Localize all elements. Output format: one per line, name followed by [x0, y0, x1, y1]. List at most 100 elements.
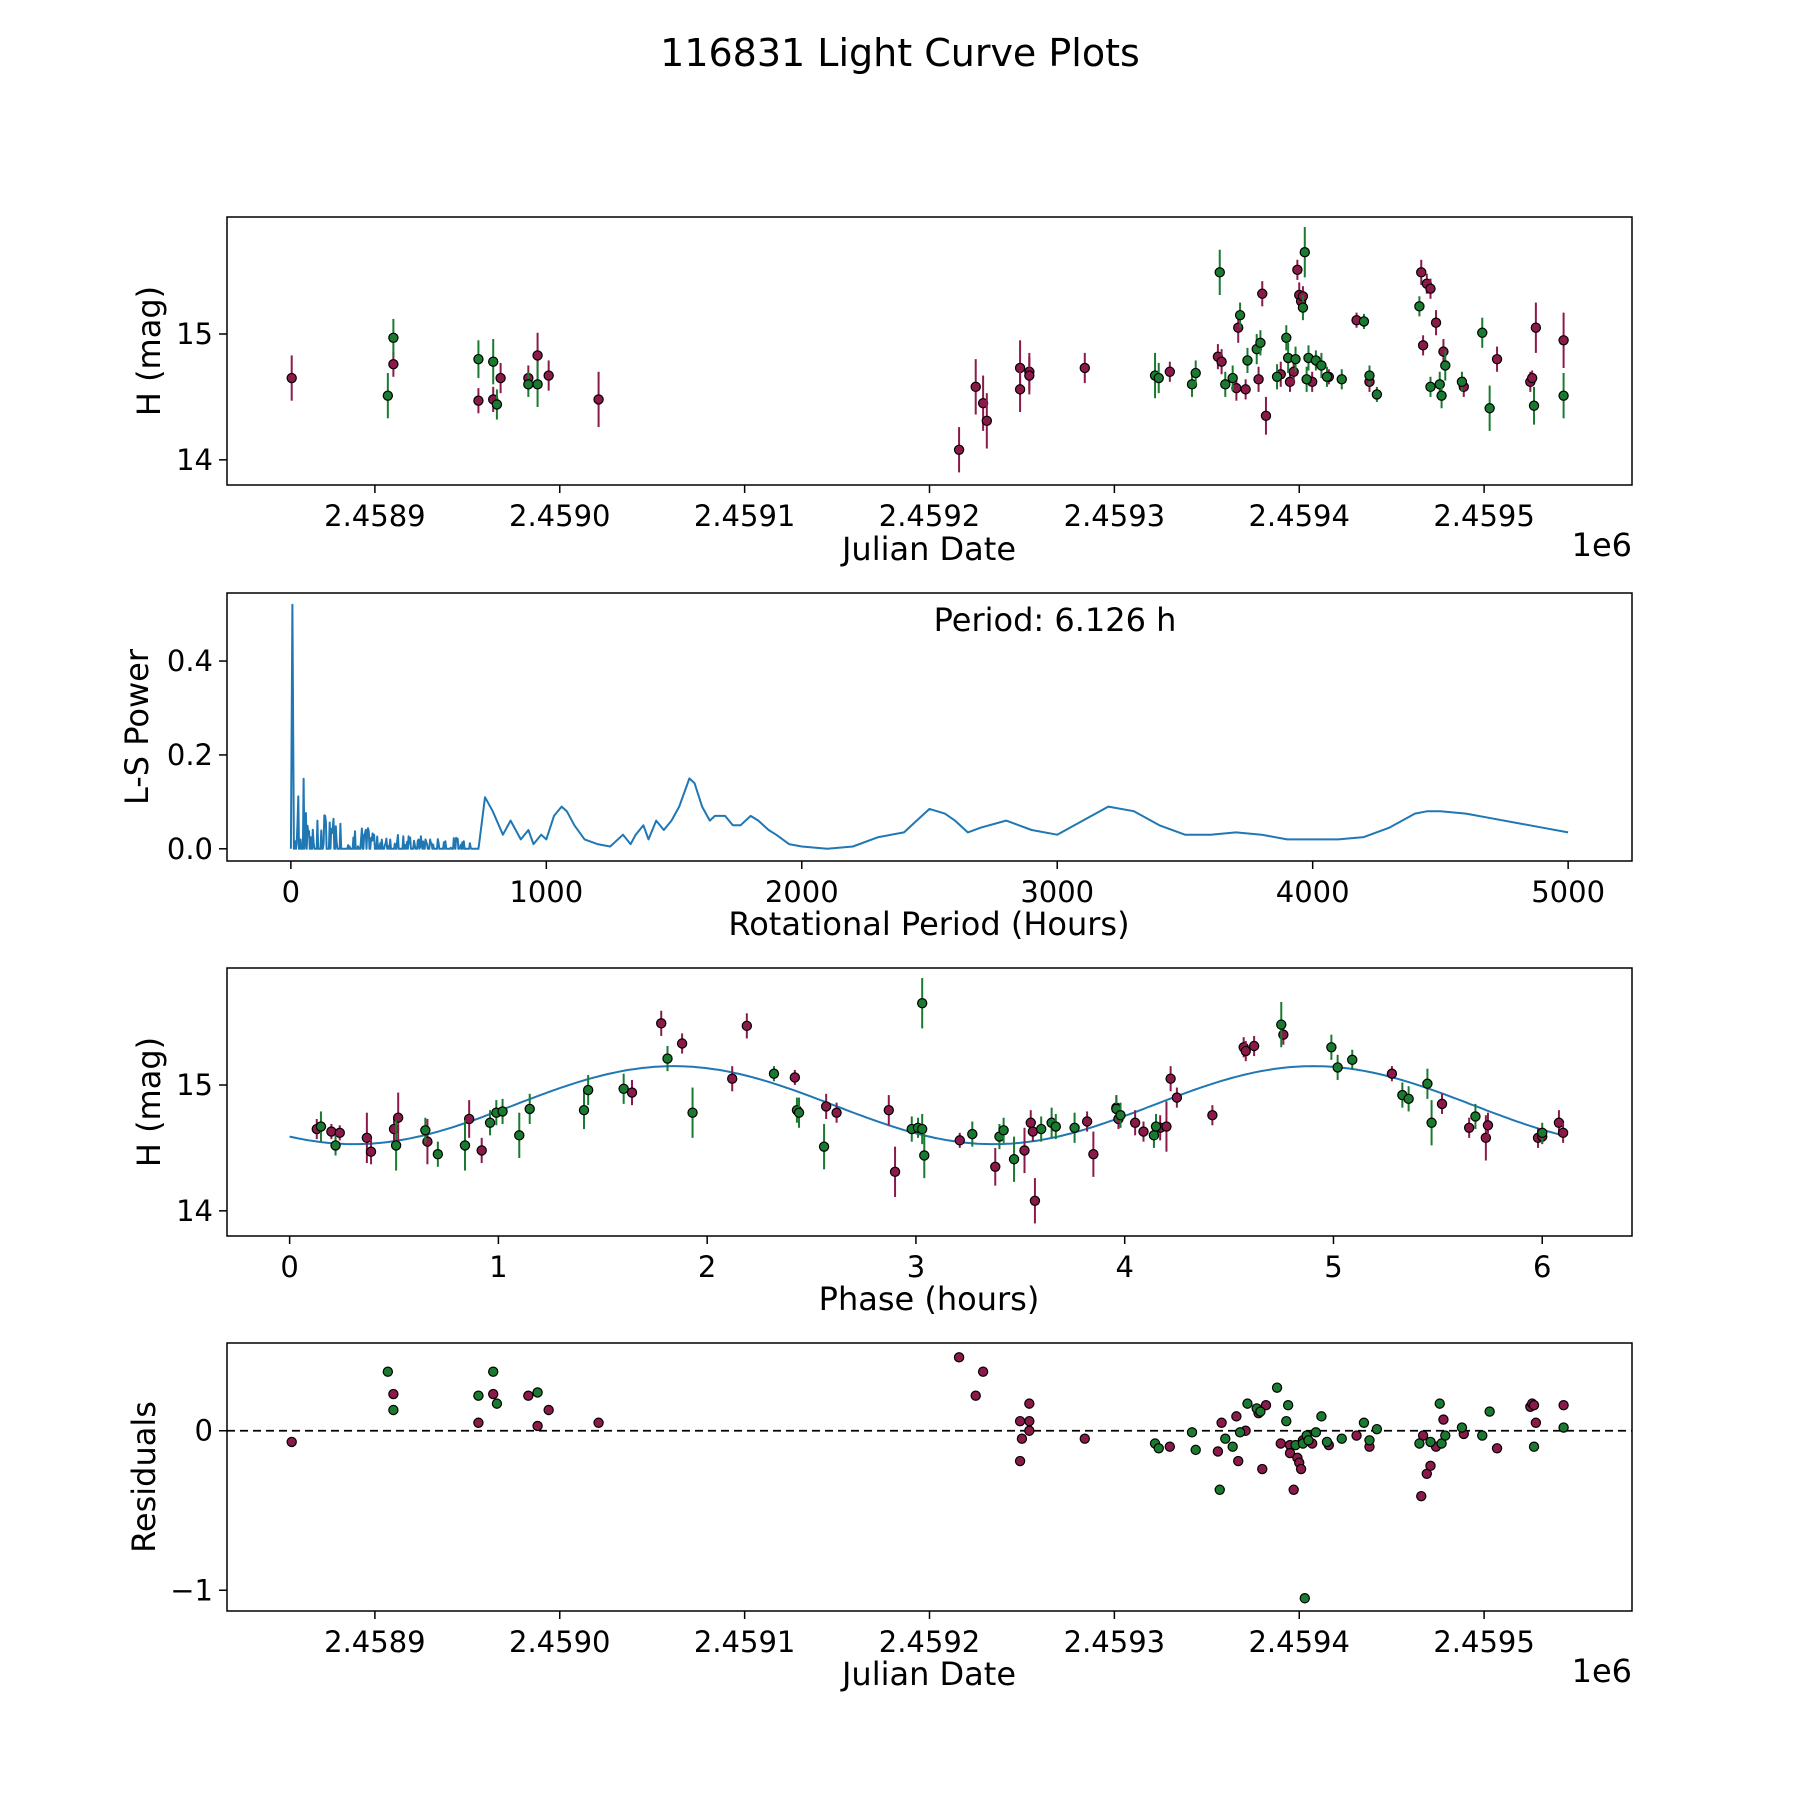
data-point [1171, 1092, 1183, 1103]
data-point [919, 1150, 930, 1161]
data-point [1295, 1463, 1307, 1475]
period-annotation: Period: 6.126 h [934, 601, 1177, 639]
x-offset-label: 1e6 [1572, 526, 1632, 564]
x-tick-label: 2.4593 [1064, 499, 1165, 533]
x-tick-label: 2.4593 [1064, 1625, 1165, 1659]
data-point [656, 1018, 667, 1029]
data-point [789, 1072, 801, 1083]
data-point [1477, 327, 1488, 338]
data-point [1234, 309, 1246, 321]
data-point [1414, 1438, 1425, 1449]
data-point [1138, 1126, 1149, 1137]
y-tick-label: 0.2 [167, 738, 213, 772]
data-point [831, 1107, 842, 1118]
data-point [1301, 374, 1312, 385]
data-point [626, 1087, 638, 1098]
data-point [1231, 1411, 1242, 1422]
data-point [1440, 1430, 1451, 1441]
x-tick-label: 2.4590 [509, 499, 610, 533]
x-tick-label: 5000 [1531, 875, 1605, 909]
data-point [543, 370, 554, 381]
data-point [916, 998, 928, 1009]
x-tick-label: 3000 [1020, 875, 1094, 909]
x-axis-label: Julian Date [840, 1655, 1016, 1693]
data-point [662, 1053, 673, 1064]
data-point [488, 1366, 499, 1377]
data-point [1024, 1415, 1035, 1427]
data-point [1253, 374, 1264, 385]
data-point [1358, 316, 1370, 327]
y-tick-label: 15 [176, 1068, 213, 1102]
data-point [1530, 1417, 1542, 1428]
data-point [495, 372, 506, 384]
data-point [514, 1130, 525, 1141]
data-point [330, 1140, 341, 1151]
y-axis-label: H (mag) [130, 286, 168, 416]
plot-frame [226, 967, 1633, 1237]
data-point [1371, 1423, 1383, 1435]
data-point [1456, 1422, 1468, 1433]
data-point [1463, 1122, 1475, 1133]
y-tick-label: −1 [170, 1573, 213, 1607]
data-point [1558, 1400, 1569, 1411]
data-point [488, 1388, 499, 1400]
data-point [1153, 1443, 1164, 1454]
data-point [1364, 370, 1375, 381]
data-point [1014, 1455, 1026, 1467]
x-tick-label: 2.4591 [694, 1625, 795, 1659]
data-point [1528, 1400, 1540, 1411]
data-point [1220, 1433, 1231, 1444]
data-point [1024, 370, 1035, 381]
data-point [1035, 1123, 1047, 1135]
data-point [1255, 1406, 1266, 1417]
data-point [954, 1135, 965, 1146]
data-point [286, 1436, 297, 1448]
data-point [388, 1404, 399, 1416]
data-point [361, 1132, 373, 1144]
data-point [1326, 1042, 1337, 1053]
data-point [916, 1123, 928, 1135]
data-point [1386, 1068, 1398, 1079]
data-point [523, 379, 534, 390]
data-point [1150, 1121, 1162, 1132]
panel-periodogram: 0 1000 2000 3000 4000 5000 0.0 0.2 0.4 Period: 6… [118, 592, 1633, 943]
data-point [1416, 1490, 1427, 1502]
x-axis-label: Julian Date [840, 530, 1016, 568]
data-point [1371, 389, 1383, 400]
data-point [463, 1113, 475, 1125]
data-point [1434, 379, 1445, 390]
data-point [1425, 1460, 1436, 1472]
y-axis-label: H (mag) [130, 1037, 168, 1167]
data-point [1434, 1398, 1445, 1409]
y-tick-label: 14 [176, 1194, 213, 1228]
data-point [1303, 1435, 1314, 1446]
data-point [420, 1125, 431, 1136]
data-point [532, 350, 543, 361]
data-point [1299, 1593, 1310, 1604]
data-point [1321, 371, 1333, 382]
x-tick-label: 3 [907, 1250, 925, 1284]
data-point [1271, 1382, 1283, 1393]
x-offset-label: 1e6 [1572, 1652, 1632, 1690]
y-axis-label: L-S Power [118, 648, 156, 805]
data-point [1216, 1417, 1227, 1428]
data-point [390, 1140, 402, 1151]
data-point [1321, 1436, 1333, 1448]
data-point [1491, 353, 1503, 365]
y-axis-label: Residuals [125, 1401, 163, 1553]
data-point [326, 1126, 337, 1137]
data-point [1470, 1111, 1481, 1122]
data-point [889, 1166, 901, 1178]
x-tick-label: 2000 [765, 875, 839, 909]
data-point [1161, 1121, 1172, 1132]
x-tick-label: 1 [489, 1250, 507, 1284]
data-point [1528, 1441, 1540, 1452]
data-point [1242, 1398, 1253, 1409]
data-point [491, 1398, 503, 1409]
data-point [1129, 1117, 1141, 1128]
data-point [491, 399, 503, 410]
data-point [1558, 335, 1569, 346]
data-point [1240, 1045, 1251, 1057]
periodogram-line [289, 603, 1569, 850]
